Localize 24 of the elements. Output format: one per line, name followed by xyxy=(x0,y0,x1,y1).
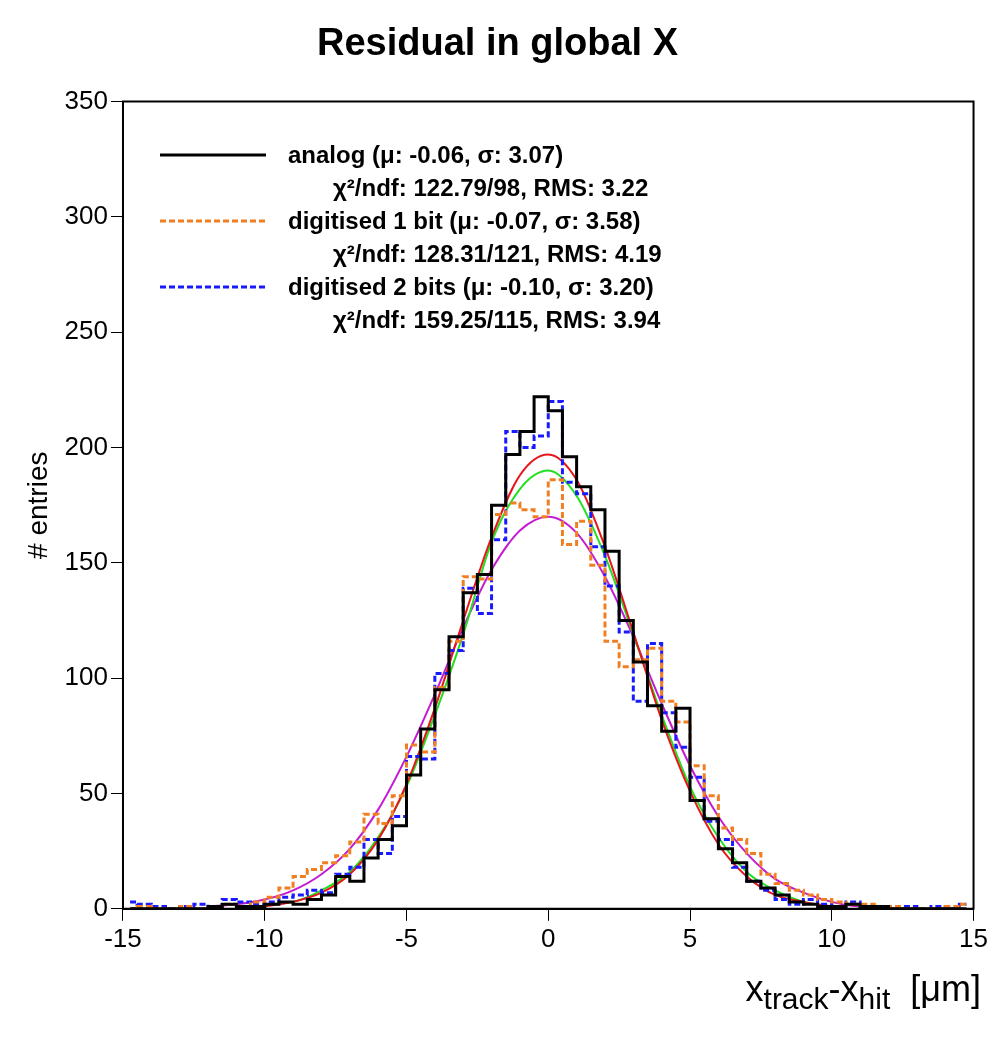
x-tick-label: -5 xyxy=(394,922,419,953)
y-tick-label: 0 xyxy=(93,891,108,922)
x-tick-label: 5 xyxy=(682,922,698,953)
x-tick-label: 0 xyxy=(541,922,556,953)
x-tick-label: 15 xyxy=(959,922,988,953)
annotation: χ²/ndf: 128.31/121, RMS: 4.19 xyxy=(332,239,662,269)
annotation: χ²/ndf: 122.79/98, RMS: 3.22 xyxy=(332,173,650,203)
legend-label: digitised 2 bits (μ: -0.10, σ: 3.20) xyxy=(288,272,654,302)
y-tick-label: 350 xyxy=(64,84,108,115)
x-axis-title: x$_{track}$-x$_{hit}$ [μm] xyxy=(745,968,981,1017)
annotation: χ²/ndf: 159.25/115, RMS: 3.94 xyxy=(332,305,662,335)
y-axis-title: # entries xyxy=(21,451,53,559)
x-tick-label: -10 xyxy=(245,922,284,953)
y-tick-label: 200 xyxy=(64,430,108,461)
y-tick-label: 100 xyxy=(64,661,108,692)
x-tick-label: 10 xyxy=(817,922,847,953)
x-tick-label: -15 xyxy=(104,922,142,953)
legend-label: digitised 1 bit (μ: -0.07, σ: 3.58) xyxy=(288,206,641,236)
y-tick-label: 300 xyxy=(64,200,108,231)
chart-title: Residual in global X xyxy=(316,21,679,64)
y-tick-label: 150 xyxy=(64,546,108,577)
y-tick-label: 250 xyxy=(64,315,108,346)
y-tick-label: 50 xyxy=(79,776,108,807)
legend-label: analog (μ: -0.06, σ: 3.07) xyxy=(288,140,564,170)
